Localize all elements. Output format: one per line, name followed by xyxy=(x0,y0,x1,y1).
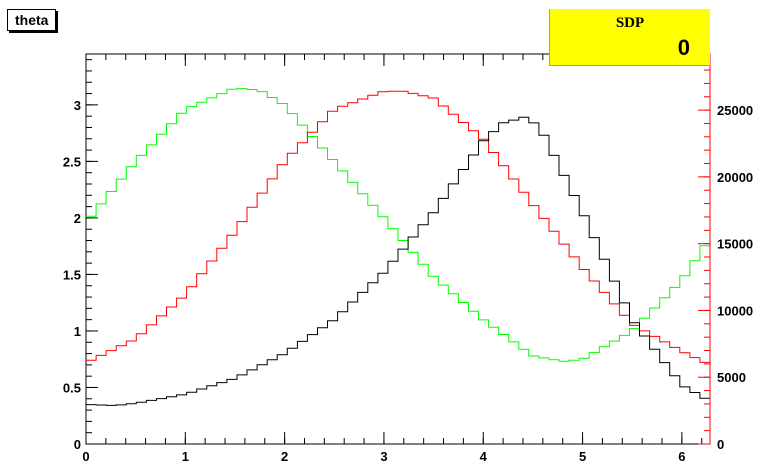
x-tick-label-6: 6 xyxy=(678,449,685,464)
series-layer xyxy=(86,88,710,406)
x-tick-label-1: 1 xyxy=(182,449,189,464)
y-right-tick-label-1: 5000 xyxy=(717,370,746,385)
y-left-tick-label-0: 0 xyxy=(74,437,81,452)
y-right-tick-label-3: 15000 xyxy=(717,237,753,252)
x-tick-label-5: 5 xyxy=(579,449,586,464)
series-line-2 xyxy=(86,90,710,363)
series-line-3 xyxy=(86,116,710,406)
histogram-title: theta xyxy=(7,9,57,31)
y-right-tick-label-0: 0 xyxy=(717,437,724,452)
y-left-tick-label-4: 2 xyxy=(74,211,81,226)
stats-box: SDP 0 xyxy=(549,9,710,66)
stats-label: SDP xyxy=(615,15,645,31)
x-tick-label-2: 2 xyxy=(281,449,288,464)
x-tick-label-4: 4 xyxy=(480,449,488,464)
y-left-tick-label-5: 2.5 xyxy=(63,154,81,169)
series-line-1 xyxy=(86,88,710,362)
x-tick-label-3: 3 xyxy=(380,449,387,464)
y-right-tick-label-5: 25000 xyxy=(717,103,753,118)
y-left-tick-label-1: 0.5 xyxy=(63,380,81,395)
y-left-tick-label-6: 3 xyxy=(74,98,81,113)
y-left-tick-label-2: 1 xyxy=(74,324,81,339)
y-right-tick-label-4: 20000 xyxy=(717,170,753,185)
y-left-tick-label-3: 1.5 xyxy=(63,267,81,282)
stats-value: 0 xyxy=(677,35,690,60)
x-tick-label-0: 0 xyxy=(82,449,89,464)
y-right-tick-label-2: 10000 xyxy=(717,303,753,318)
